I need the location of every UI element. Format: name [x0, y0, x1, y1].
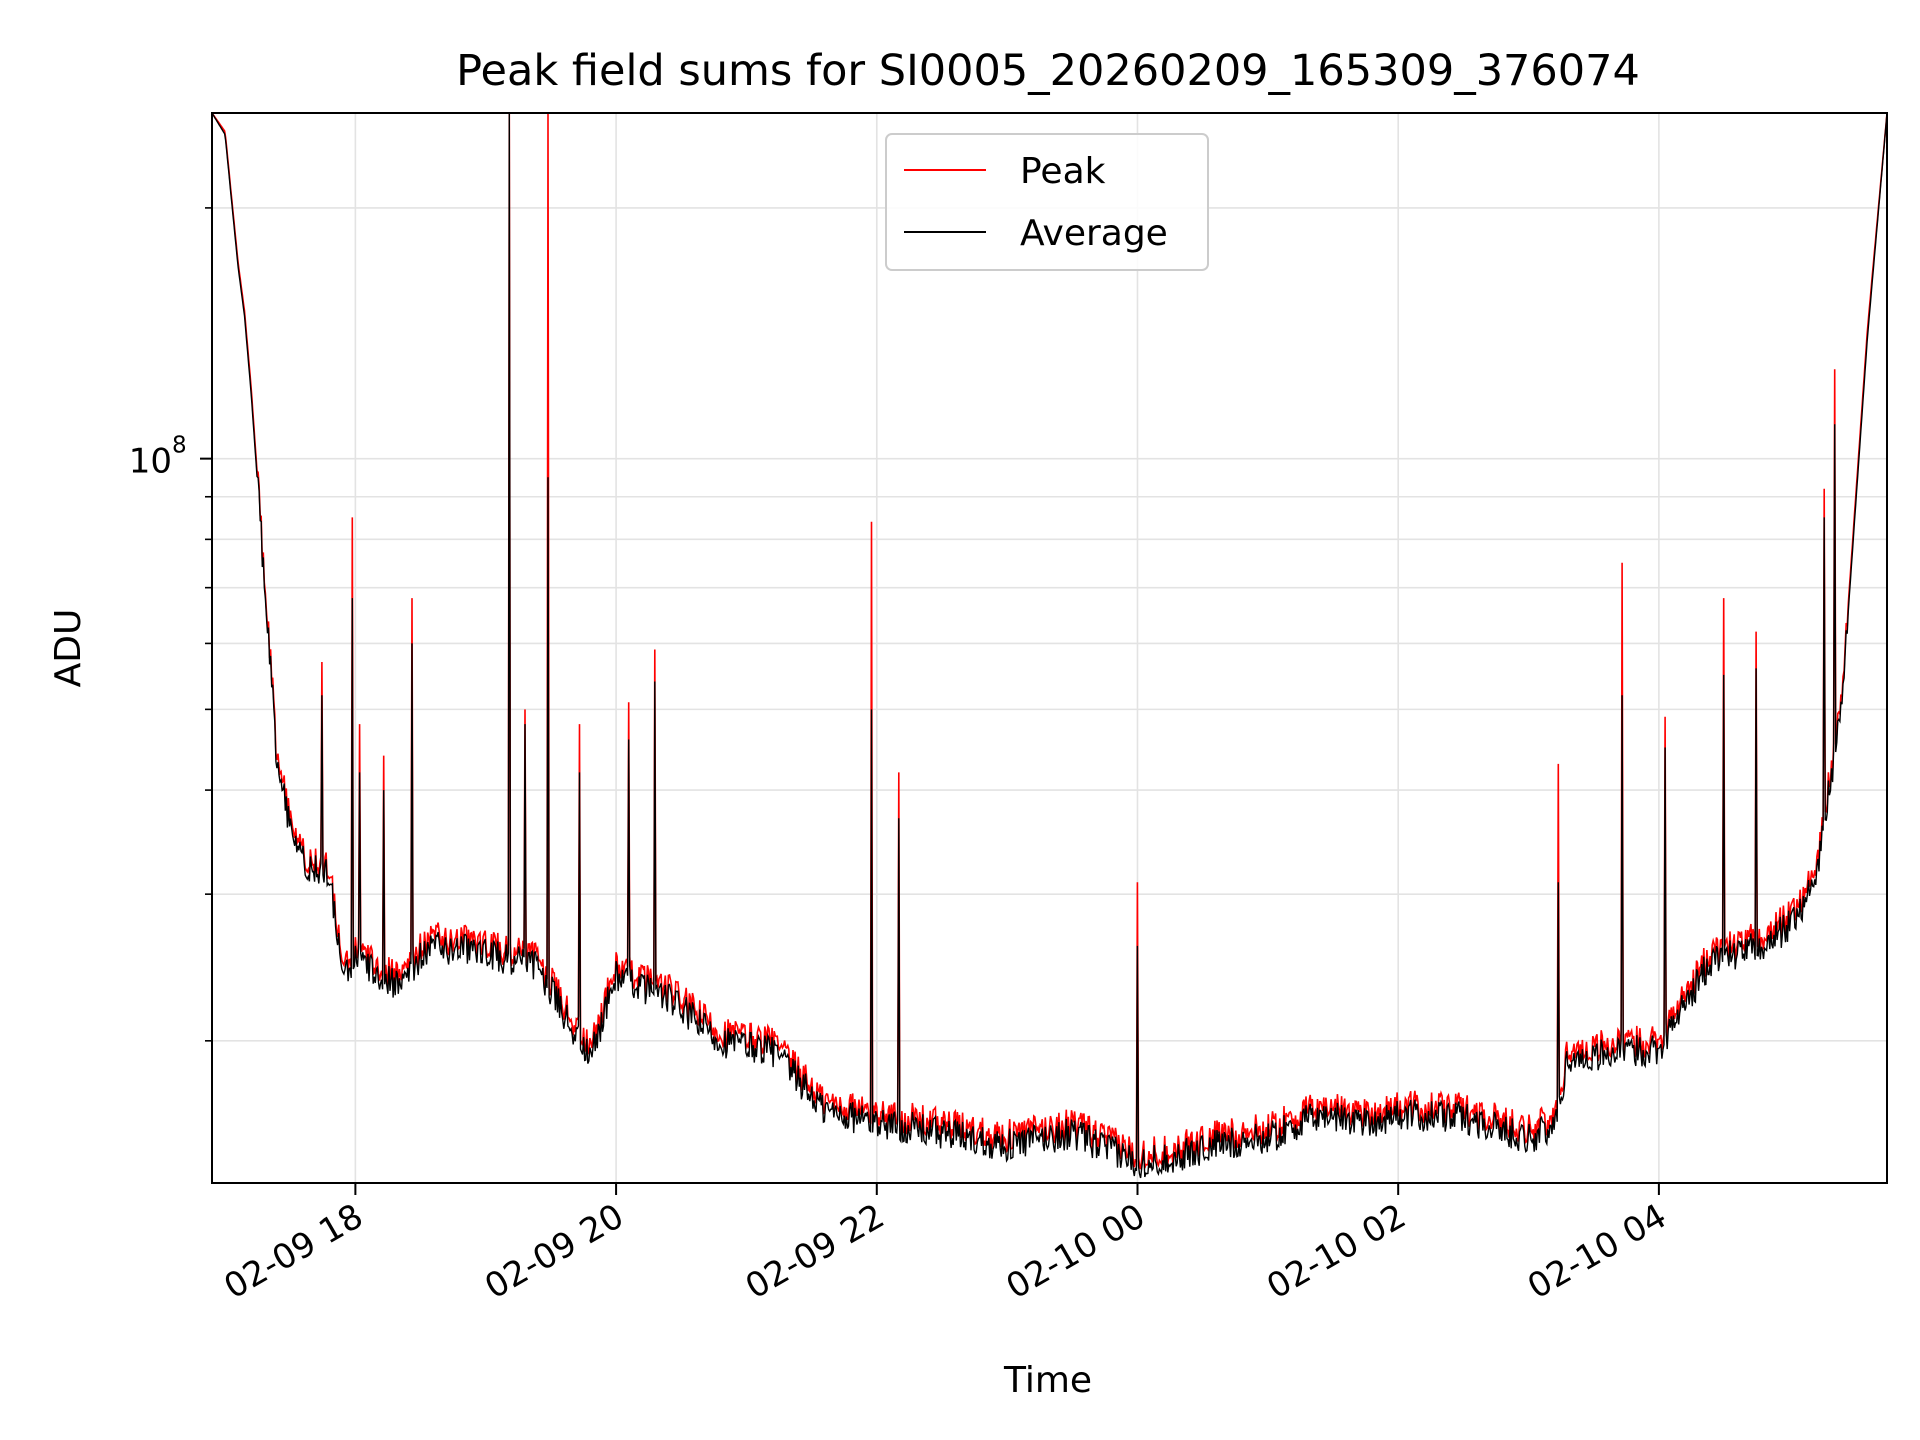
x-axis-label: Time [1003, 1360, 1092, 1401]
y-tick-label: 10 [129, 442, 172, 482]
y-tick-exponent: 8 [172, 433, 187, 459]
peak-series-line [212, 113, 1887, 1170]
legend-label-peak: Peak [1020, 151, 1106, 192]
grid [212, 113, 1887, 1183]
plot-frame [211, 112, 1888, 1184]
legend: Peak Average [885, 133, 1209, 271]
plot-series [212, 113, 1887, 1179]
average-series-line [212, 113, 1887, 1179]
y-axis-label: ADU [48, 609, 89, 688]
legend-box [885, 133, 1209, 271]
chart-title: Peak field sums for SI0005_20260209_1653… [456, 46, 1640, 96]
legend-label-average: Average [1020, 213, 1168, 254]
